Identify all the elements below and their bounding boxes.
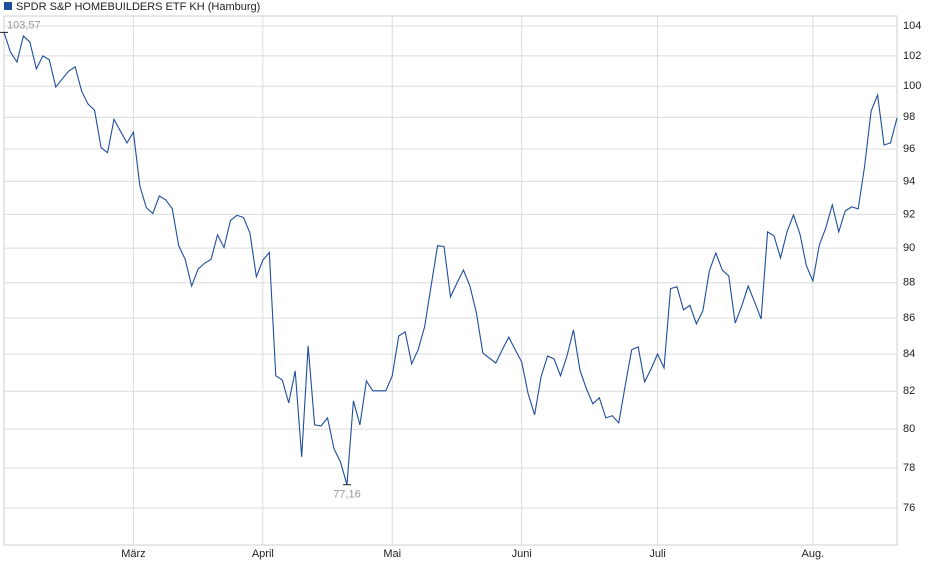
y-tick-label: 96 [903,143,915,155]
x-tick-label: März [121,548,145,560]
x-tick-label: Juni [512,548,532,560]
x-tick-label: Mai [383,548,401,560]
y-tick-label: 80 [903,423,915,435]
plot-frame [3,15,898,546]
y-tick-label: 86 [903,312,915,324]
y-tick-label: 104 [903,20,921,32]
y-tick-label: 88 [903,277,915,289]
y-tick-label: 92 [903,208,915,220]
y-tick-label: 84 [903,348,915,360]
legend-label: SPDR S&P HOMEBUILDERS ETF KH (Hamburg) [16,1,260,13]
y-tick-label: 82 [903,385,915,397]
x-tick-label: Juli [649,548,666,560]
line [3,32,898,485]
value-label: 103,57 [7,19,41,31]
x-tick-label: Aug. [802,548,825,560]
legend-swatch [4,2,12,10]
y-tick-label: 76 [903,502,915,514]
y-tick-label: 94 [903,175,915,187]
y-tick-label: 100 [903,80,921,92]
y-tick-label: 78 [903,462,915,474]
x-tick-label: April [252,548,274,560]
value-label: 77,16 [333,489,361,501]
y-tick-label: 90 [903,242,915,254]
y-tick-label: 102 [903,50,921,62]
y-tick-label: 98 [903,111,915,123]
